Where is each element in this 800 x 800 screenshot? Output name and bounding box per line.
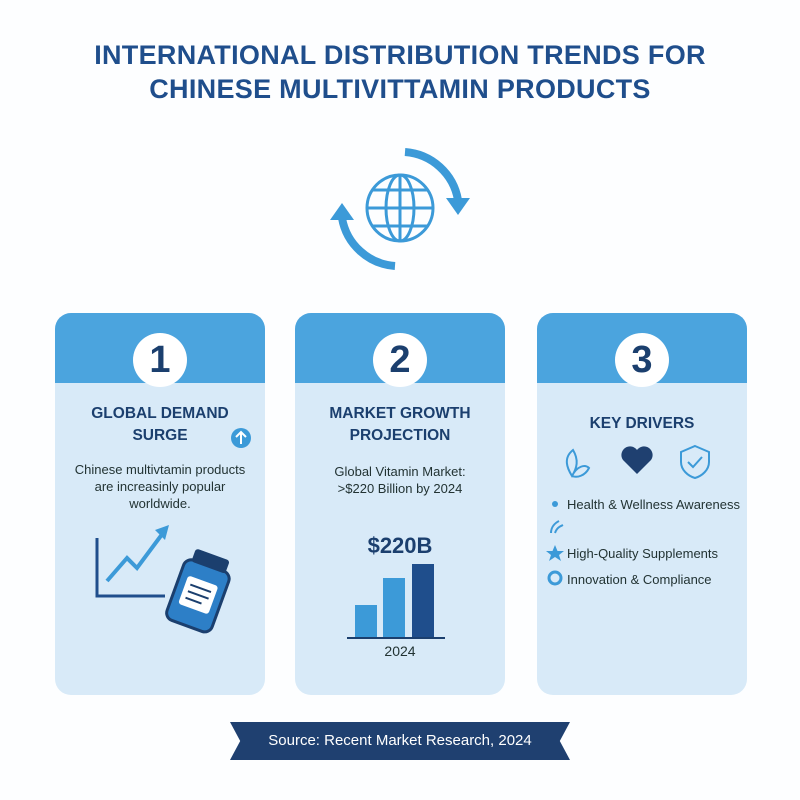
card-heading: KEY DRIVERS (589, 415, 695, 432)
bar-icon (347, 564, 445, 639)
bullet-icons (546, 501, 564, 586)
card-heading: MARKET GROWTH (329, 405, 471, 422)
year: 2024 (384, 643, 416, 659)
card-heading: SURGE (132, 427, 188, 444)
card-text: >$220 Billion by 2024 (337, 481, 463, 496)
growth-icon (95, 428, 251, 634)
driver-item: High-Quality Supplements (567, 546, 719, 561)
figure: $220B (367, 533, 433, 558)
card: 3 KEY DRIVERS Health & Wellness Awarenes… (537, 313, 747, 695)
card-number: 3 (615, 333, 669, 387)
globe-icon (330, 148, 470, 270)
driver-item: Health & Wellness Awareness (567, 497, 740, 512)
title: CHINESE MULTIVITTAMIN PRODUCTS (149, 74, 651, 104)
card-number: 1 (133, 333, 187, 387)
driver-item: Innovation & Compliance (567, 572, 712, 587)
source-banner: Source: Recent Market Research, 2024 (230, 722, 570, 760)
card: 1 GLOBAL DEMAND SURGE Chinese multivtami… (55, 313, 265, 695)
card: 2 MARKET GROWTH PROJECTION Global Vitami… (295, 313, 505, 695)
card-text: are increasinly popular (94, 479, 226, 494)
card-number: 2 (373, 333, 427, 387)
card-text: Chinese multivtamin products (74, 462, 246, 477)
card-heading: GLOBAL DEMAND (91, 405, 229, 422)
driver-icons (565, 444, 710, 480)
title: INTERNATIONAL DISTRIBUTION TRENDS FOR (94, 40, 706, 70)
card-text: Global Vitamin Market: (334, 464, 466, 479)
card-heading: PROJECTION (349, 427, 451, 444)
card-text: worldwide. (129, 496, 191, 511)
